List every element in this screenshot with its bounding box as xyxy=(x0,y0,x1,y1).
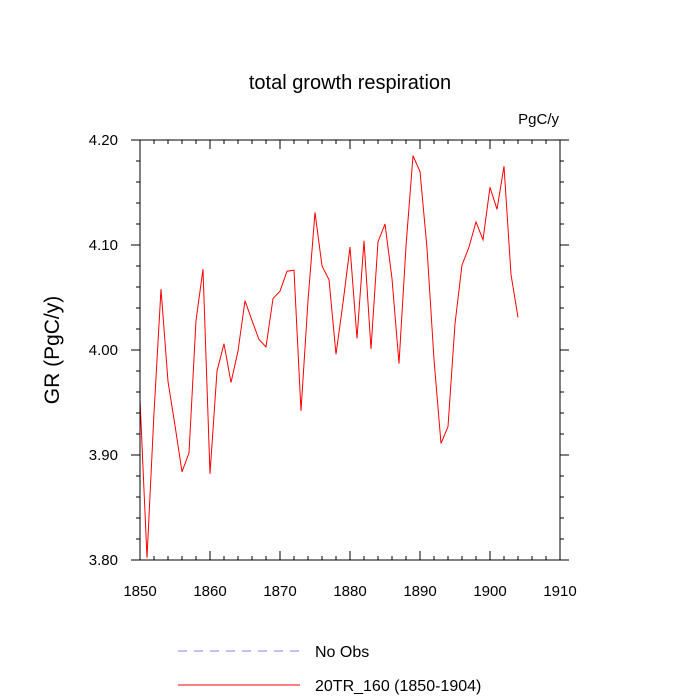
y-tick-label: 4.20 xyxy=(89,132,118,149)
x-tick-label: 1860 xyxy=(193,583,226,600)
x-tick-labels: 1850 1860 1870 1880 1890 1900 1910 xyxy=(123,583,576,600)
legend: No Obs 20TR_160 (1850-1904) xyxy=(178,644,481,695)
x-tick-label: 1900 xyxy=(473,583,506,600)
legend-no-obs-label: No Obs xyxy=(315,644,369,661)
y-tick-label: 4.10 xyxy=(89,237,118,254)
y-tick-label: 3.80 xyxy=(89,552,118,569)
x-tick-label: 1880 xyxy=(333,583,366,600)
y-axis-label: GR (PgC/y) xyxy=(41,296,64,405)
plot-frame xyxy=(139,139,561,561)
legend-20tr-label: 20TR_160 (1850-1904) xyxy=(315,678,481,695)
chart-title: total growth respiration xyxy=(249,72,451,94)
x-tick-label: 1870 xyxy=(263,583,296,600)
series-group xyxy=(139,155,519,558)
axis-ticks xyxy=(131,139,569,561)
y-tick-label: 3.90 xyxy=(89,447,118,464)
x-tick-label: 1890 xyxy=(403,583,436,600)
x-tick-label: 1910 xyxy=(543,583,576,600)
series-line-1 xyxy=(139,155,519,558)
y-tick-labels: 3.80 3.90 4.00 4.10 4.20 xyxy=(89,132,118,569)
units-label: PgC/y xyxy=(518,111,559,128)
x-tick-label: 1850 xyxy=(123,583,156,600)
y-tick-label: 4.00 xyxy=(89,342,118,359)
